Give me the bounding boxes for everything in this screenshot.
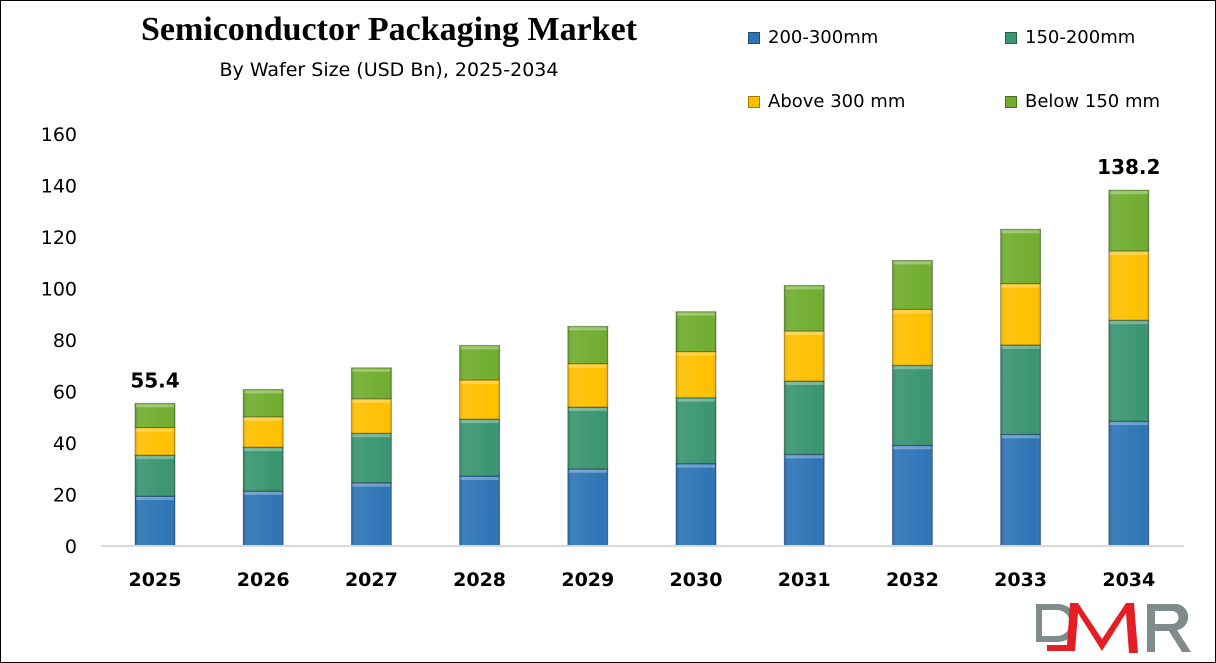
bar-segment-2026-200-300mm	[242, 490, 284, 547]
bar-segment-2034-above-300-mm	[1108, 250, 1150, 321]
bar-segment-2032-150-200mm	[891, 364, 933, 446]
data-label-total: 55.4	[130, 368, 179, 392]
bar-segment-2034-150-200mm	[1108, 319, 1150, 422]
bar-segment-2033-above-300-mm	[1000, 283, 1042, 346]
legend-label: Below 150 mm	[1025, 91, 1161, 112]
y-tick-label: 80	[53, 330, 77, 352]
legend-swatch	[1005, 31, 1017, 44]
legend-label: Above 300 mm	[768, 91, 906, 112]
x-tick-label: 2034	[1102, 569, 1155, 591]
bar-segment-2029-above-300-mm	[567, 363, 609, 408]
legend-item-below-150mm: Below 150 mm	[1005, 91, 1160, 112]
bar-segment-2030-200-300mm	[675, 463, 717, 547]
bar-segment-2031-150-200mm	[783, 380, 825, 455]
legend-swatch	[748, 95, 760, 108]
bar-segment-2027-150-200mm	[350, 432, 392, 484]
bar-segment-2031-below-150-mm	[783, 284, 825, 332]
x-tick-label: 2029	[561, 569, 614, 591]
x-tick-label: 2026	[237, 569, 290, 591]
bar-segment-2028-above-300-mm	[459, 379, 501, 420]
bar-segment-2025-200-300mm	[134, 495, 176, 547]
x-tick-label: 2025	[129, 569, 182, 591]
bar-segment-2031-200-300mm	[783, 453, 825, 547]
bar-segment-2033-below-150-mm	[1000, 228, 1042, 285]
y-tick-label: 140	[41, 176, 77, 198]
bar-segment-2032-below-150-mm	[891, 259, 933, 310]
x-tick-label: 2031	[778, 569, 831, 591]
bar-segment-2030-150-200mm	[675, 397, 717, 465]
dmr-logo	[1036, 603, 1191, 653]
y-tick-label: 40	[53, 433, 77, 455]
bar-segment-2032-above-300-mm	[891, 308, 933, 366]
x-tick-label: 2028	[453, 569, 506, 591]
y-tick-label: 0	[65, 536, 77, 558]
bar-segment-2026-below-150-mm	[242, 388, 284, 418]
x-tick-label: 2032	[886, 569, 939, 591]
bar-segment-2031-above-300-mm	[783, 330, 825, 382]
x-tick-label: 2033	[994, 569, 1047, 591]
legend-label: 150-200mm	[1025, 27, 1136, 48]
bar-segment-2033-200-300mm	[1000, 433, 1042, 547]
bar-segment-2032-200-300mm	[891, 444, 933, 547]
bar-segment-2034-200-300mm	[1108, 420, 1150, 547]
bar-segment-2029-below-150-mm	[567, 325, 609, 365]
bar-segment-2028-150-200mm	[459, 418, 501, 477]
x-tick-label: 2030	[670, 569, 723, 591]
bar-segment-2027-below-150-mm	[350, 367, 392, 400]
legend-swatch	[1005, 95, 1017, 108]
bar-segment-2027-200-300mm	[350, 482, 392, 547]
y-tick-label: 60	[53, 382, 77, 404]
y-tick-label: 120	[41, 227, 77, 249]
bar-segment-2025-above-300-mm	[134, 427, 176, 456]
bar-segment-2029-200-300mm	[567, 468, 609, 547]
legend-item-150-200mm: 150-200mm	[1005, 27, 1135, 48]
legend-label: 200-300mm	[768, 27, 879, 48]
bar-segment-2029-150-200mm	[567, 406, 609, 470]
y-tick-label: 100	[41, 279, 77, 301]
legend-item-200-300mm: 200-300mm	[748, 27, 878, 48]
bar-segment-2028-200-300mm	[459, 475, 501, 547]
bar-segment-2026-150-200mm	[242, 446, 284, 492]
bar-segment-2033-150-200mm	[1000, 344, 1042, 435]
bar-segment-2025-below-150-mm	[134, 402, 176, 429]
chart-title: Semiconductor Packaging Market	[140, 11, 638, 48]
bar-segment-2030-below-150-mm	[675, 311, 717, 353]
chart-subtitle: By Wafer Size (USD Bn), 2025-2034	[219, 59, 559, 81]
y-tick-label: 20	[53, 485, 77, 507]
bar-segment-2028-below-150-mm	[459, 344, 501, 381]
bar-segment-2026-above-300-mm	[242, 416, 284, 448]
data-label-total: 138.2	[1097, 155, 1160, 179]
bar-segment-2030-above-300-mm	[675, 351, 717, 399]
x-tick-label: 2027	[345, 569, 398, 591]
y-tick-label: 160	[41, 124, 77, 146]
bar-segment-2025-150-200mm	[134, 454, 176, 497]
bar-segment-2027-above-300-mm	[350, 398, 392, 434]
bar-segment-2034-below-150-mm	[1108, 189, 1150, 252]
legend-swatch	[748, 31, 760, 44]
legend-item-above-300mm: Above 300 mm	[748, 91, 905, 112]
